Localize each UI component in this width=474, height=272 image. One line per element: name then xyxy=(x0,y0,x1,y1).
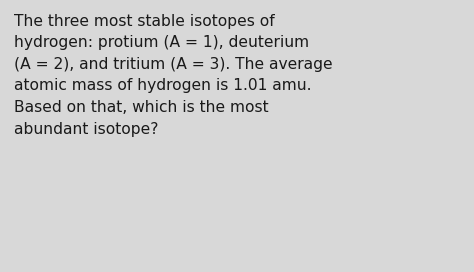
Text: The three most stable isotopes of
hydrogen: protium (A = 1), deuterium
(A = 2), : The three most stable isotopes of hydrog… xyxy=(14,14,333,137)
